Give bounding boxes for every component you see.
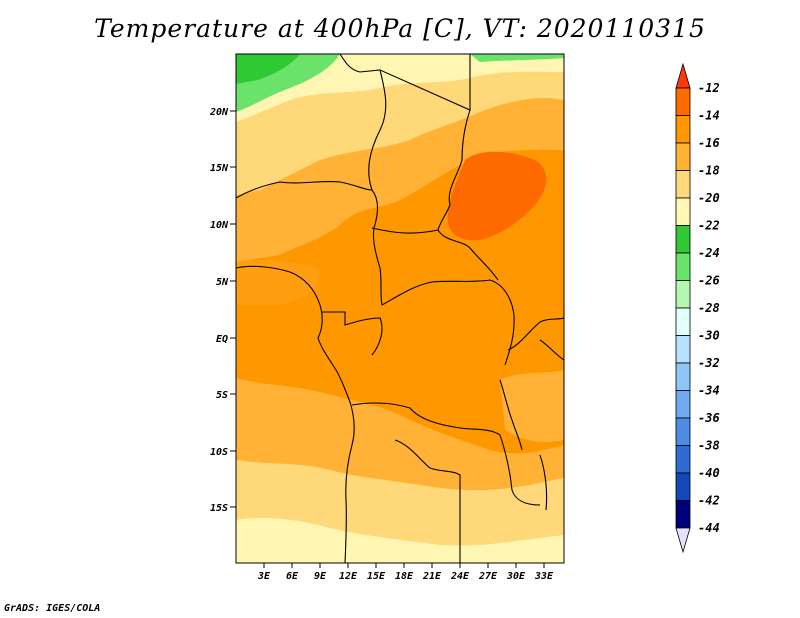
lat-label: 10S — [210, 447, 228, 458]
border-sahel — [236, 180, 373, 199]
lat-label: 5N — [216, 277, 229, 288]
lon-axis: 3E 6E 9E 12E 15E 18E 21E 24E 27E 30E 33E — [257, 563, 554, 582]
colorbar-label: -28 — [698, 301, 720, 315]
lon-label: 24E — [450, 571, 470, 582]
lon-label: 21E — [422, 571, 442, 582]
colorbar-label: -14 — [698, 109, 720, 123]
colorbar-box — [675, 170, 691, 199]
colorbar-label: -44 — [698, 521, 720, 535]
credit-label: GrADS: IGES/COLA — [4, 603, 101, 614]
lon-label: 9E — [314, 571, 327, 582]
colorbar-label: -40 — [698, 466, 720, 480]
lat-label: 5S — [216, 390, 228, 401]
map-frame — [235, 53, 565, 564]
band-north-24 — [236, 54, 300, 84]
border-car-north — [371, 227, 439, 234]
colorbar-label: -32 — [698, 356, 720, 370]
colorbar-box — [675, 115, 691, 144]
lon-label: 12E — [339, 571, 358, 582]
lake-malawi — [539, 454, 548, 511]
lon-label: 27E — [478, 571, 498, 582]
lon-label: 3E — [257, 571, 271, 582]
border-gabon — [322, 311, 383, 356]
border-sudan — [437, 109, 499, 281]
colorbar-box — [675, 307, 691, 336]
colorbar: -12 -14 -16 -18 -20 -22 -24 -26 -28 -30 -32 -34 -36 -… — [675, 62, 720, 554]
colorbar-box — [675, 87, 691, 116]
lon-label: 18E — [395, 571, 414, 582]
colorbar-label: -20 — [698, 191, 720, 205]
lat-axis: 20N 15N 10N 5N EQ 5S 10S 15S — [209, 107, 236, 514]
lat-label: EQ — [216, 334, 228, 345]
colorbar-label: -12 — [698, 81, 720, 95]
colorbar-label: -30 — [698, 329, 720, 343]
lon-label: 6E — [286, 571, 299, 582]
map-title: Temperature at 400hPa [C], VT: 202011031… — [94, 14, 706, 43]
colorbar-label: -36 — [698, 411, 720, 425]
band-south-22 — [236, 517, 564, 563]
colorbar-box — [675, 142, 691, 171]
warm-core — [447, 151, 547, 241]
colorbar-label: -16 — [698, 136, 720, 150]
colorbar-box — [675, 280, 691, 309]
colorbar-box — [675, 197, 691, 226]
colorbar-box — [675, 500, 691, 529]
colorbar-label: -42 — [698, 494, 720, 508]
border-angola — [351, 402, 501, 436]
colorbar-label: -34 — [698, 384, 720, 398]
colorbar-label: -38 — [698, 439, 720, 453]
lat-label: 10N — [210, 220, 229, 231]
colorbar-box — [675, 225, 691, 254]
lon-label: 33E — [534, 571, 554, 582]
colorbar-bottom-arrow — [675, 527, 691, 554]
colorbar-box — [675, 252, 691, 281]
colorbar-label: -22 — [698, 219, 720, 233]
colorbar-box — [675, 335, 691, 364]
border-uganda — [507, 317, 564, 351]
temperature-field — [236, 54, 564, 563]
lat-label: 15S — [210, 503, 228, 514]
colorbar-box — [675, 417, 691, 446]
colorbar-box — [675, 390, 691, 419]
lat-label: 20N — [209, 107, 229, 118]
colorbar-label: -18 — [698, 164, 720, 178]
borders — [236, 54, 564, 563]
lat-label: 15N — [210, 163, 229, 174]
coastline-west — [236, 265, 355, 563]
band-east-18 — [500, 370, 564, 442]
lon-label: 30E — [506, 571, 526, 582]
colorbar-label: -26 — [698, 274, 720, 288]
border-car-drc — [381, 279, 515, 366]
colorbar-box — [675, 362, 691, 391]
colorbar-box — [675, 472, 691, 501]
lake-tanganyika — [499, 379, 523, 451]
band-west — [236, 260, 320, 305]
border-zambia-east — [499, 434, 541, 506]
lake-victoria — [539, 339, 564, 361]
border-zambia — [394, 439, 461, 563]
colorbar-label: -24 — [698, 246, 720, 260]
band-northeast-26 — [470, 54, 564, 62]
lon-label: 15E — [367, 571, 386, 582]
colorbar-top-arrow — [675, 62, 691, 89]
colorbar-box — [675, 445, 691, 474]
